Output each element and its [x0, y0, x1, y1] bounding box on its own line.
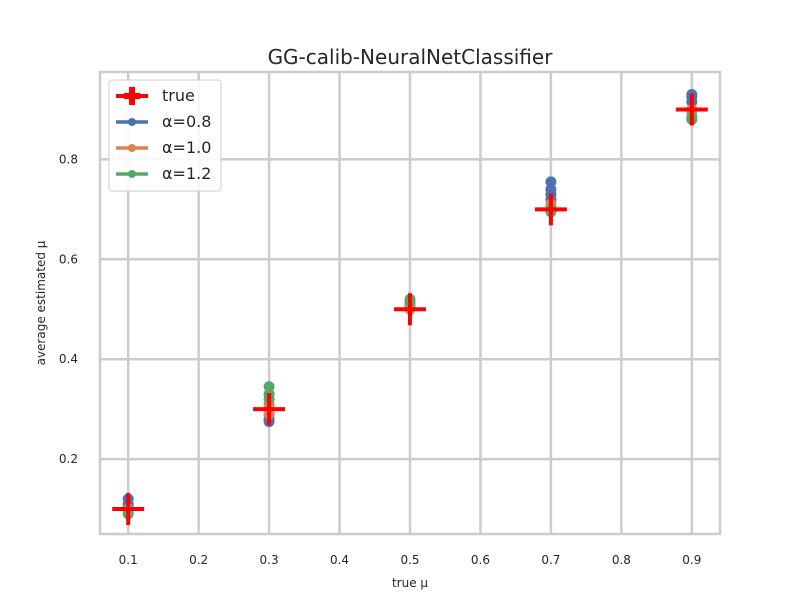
true-markers [112, 93, 708, 526]
legend-item: α=1.2 [116, 164, 211, 183]
x-tick-label: 0.8 [612, 553, 631, 567]
legend-marker [128, 170, 136, 178]
legend-marker [128, 144, 136, 152]
y-tick-label: 0.6 [59, 252, 78, 266]
plot-frame [98, 70, 722, 536]
legend-label: α=1.0 [162, 138, 211, 157]
x-tick-label: 0.2 [189, 553, 208, 567]
y-tick-label: 0.2 [59, 452, 78, 466]
legend-label: true [162, 86, 195, 105]
legend: true α=0.8 α=1.0 α=1.2 [108, 79, 222, 192]
x-tick-label: 0.1 [119, 553, 138, 567]
legend-label: α=0.8 [162, 112, 211, 131]
x-tick-label: 0.6 [471, 553, 490, 567]
x-axis-label: true μ [392, 576, 428, 590]
true-marker [534, 193, 567, 226]
legend-label: α=1.2 [162, 164, 211, 183]
x-tick-label: 0.5 [400, 553, 419, 567]
legend-item: α=1.0 [116, 138, 211, 157]
y-tick-label: 0.8 [59, 152, 78, 166]
x-tick-label: 0.9 [682, 553, 701, 567]
grid-lines [100, 72, 720, 534]
x-axis-ticks: 0.1 0.2 0.3 0.4 0.5 0.6 0.7 0.8 0.9 [119, 553, 702, 567]
true-marker [394, 293, 426, 326]
x-tick-label: 0.3 [260, 553, 279, 567]
y-axis-label: average estimated μ [34, 240, 48, 365]
y-tick-label: 0.4 [59, 352, 78, 366]
true-marker [112, 493, 145, 526]
x-tick-label: 0.4 [330, 553, 349, 567]
x-tick-label: 0.7 [541, 553, 560, 567]
chart-title: GG-calib-NeuralNetClassifier [268, 45, 554, 69]
legend-item: true [116, 86, 195, 105]
true-marker [675, 93, 708, 126]
legend-item: α=0.8 [116, 112, 211, 131]
true-marker [253, 393, 286, 426]
legend-box [108, 79, 222, 192]
legend-marker [128, 118, 136, 126]
y-axis-ticks: 0.2 0.4 0.6 0.8 [59, 152, 78, 466]
